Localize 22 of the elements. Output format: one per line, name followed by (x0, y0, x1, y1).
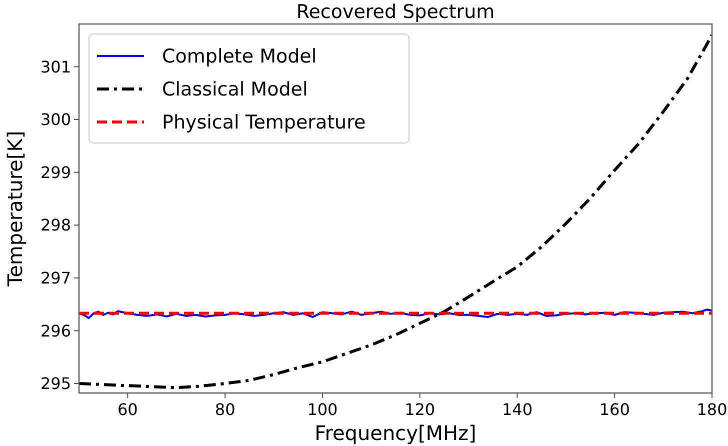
y-tick-label: 299 (40, 162, 71, 182)
legend-label: Complete Model (162, 46, 317, 68)
y-tick-label: 300 (40, 110, 71, 130)
x-axis-title: Frequency[MHz] (314, 421, 476, 445)
x-tick-label: 180 (696, 400, 728, 419)
y-tick-label: 298 (40, 216, 71, 235)
legend-label: Physical Temperature (162, 112, 366, 134)
x-tick-label: 100 (307, 400, 338, 419)
y-tick-label: 295 (40, 374, 71, 394)
legend-label: Classical Model (162, 78, 308, 101)
x-tick-label: 60 (118, 400, 138, 419)
line-series (79, 34, 712, 390)
chart-title: Recovered Spectrum (296, 1, 495, 23)
line-series (79, 308, 712, 320)
y-axis-title: Temperature[K] (3, 130, 27, 288)
x-tick-label: 80 (214, 400, 236, 419)
x-tick-label: 140 (502, 400, 533, 419)
x-tick-label: 120 (404, 400, 436, 419)
y-tick-label: 301 (40, 57, 71, 76)
y-tick-label: 297 (40, 268, 71, 288)
y-tick-label: 296 (40, 321, 71, 340)
x-tick-label: 160 (599, 400, 630, 419)
